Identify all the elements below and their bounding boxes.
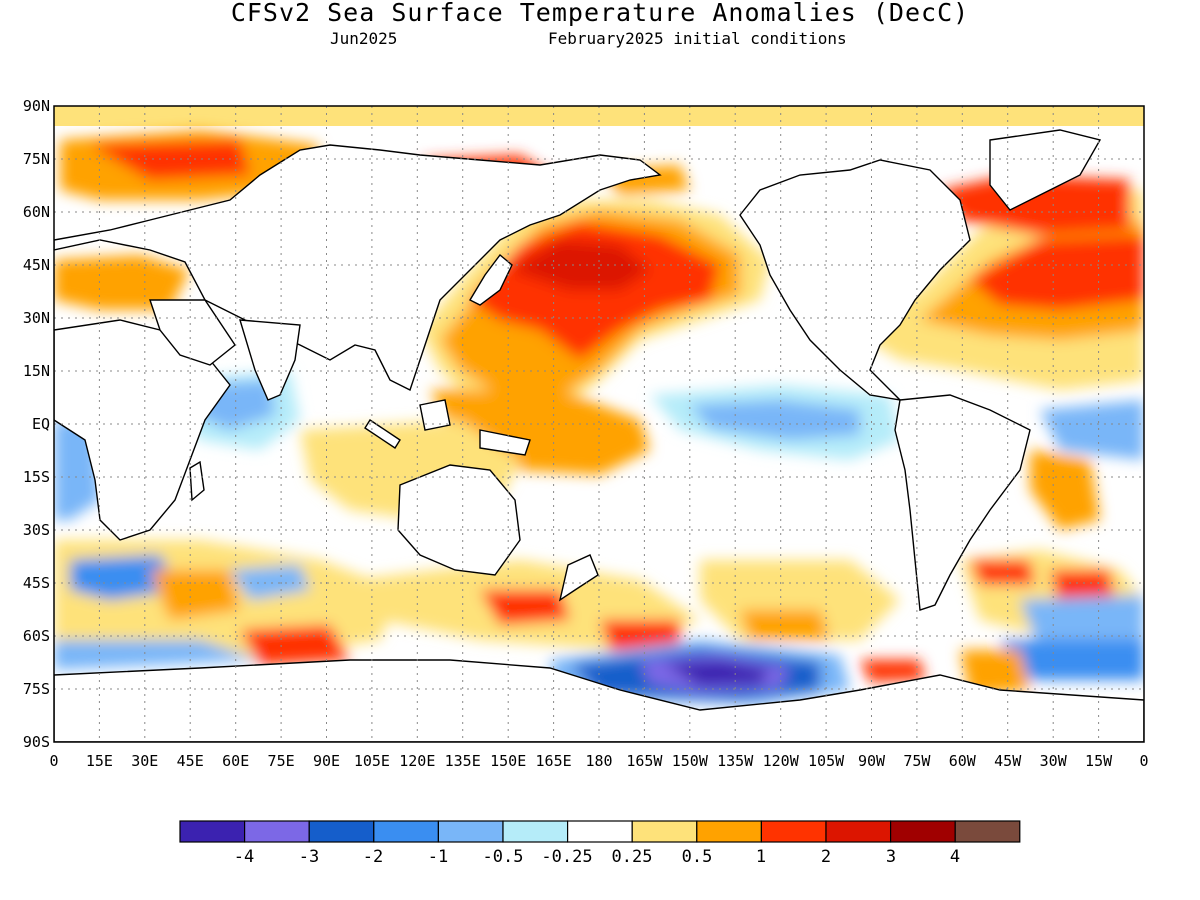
south-america — [894, 394, 1031, 611]
colorbar-label: 3 — [886, 847, 896, 867]
arabia — [149, 299, 236, 366]
colorbar-label: 0.5 — [682, 847, 713, 867]
lat-label: 15N — [23, 362, 50, 380]
lon-label: 60W — [949, 752, 977, 770]
madagascar — [189, 460, 205, 502]
lat-label: 30S — [23, 521, 50, 539]
colorbar-swatch — [437, 820, 504, 843]
colorbar-label: 4 — [950, 847, 960, 867]
greenland — [989, 129, 1102, 211]
colorbar-swatch — [566, 820, 633, 843]
north-america — [739, 159, 971, 402]
lon-label: 150W — [672, 752, 709, 770]
initial-conditions: February2025 initial conditions — [548, 29, 847, 48]
colorbar-swatch — [696, 820, 762, 843]
japan — [469, 253, 513, 306]
colorbar-swatch — [373, 820, 439, 843]
colorbar-label: 2 — [821, 847, 831, 867]
lon-label: 45W — [994, 752, 1022, 770]
colorbar-label: 1 — [756, 847, 766, 867]
lon-label: 180 — [585, 752, 612, 770]
colorbar-swatch — [760, 820, 827, 843]
map-frame — [53, 105, 1145, 743]
colorbar-swatch — [954, 820, 1021, 843]
new-guinea — [479, 429, 531, 456]
colorbar-label: -4 — [234, 847, 254, 867]
lon-label: 105W — [808, 752, 845, 770]
anomaly-field — [54, 106, 1144, 742]
colorbar-label: -2 — [363, 847, 383, 867]
lon-label: 165W — [626, 752, 663, 770]
lat-label: 75S — [23, 680, 50, 698]
colorbar — [179, 820, 1021, 843]
india — [239, 319, 301, 401]
graticule — [54, 106, 1144, 742]
lon-label: 75E — [268, 752, 295, 770]
colorbar-label: -3 — [299, 847, 319, 867]
lon-label: 105E — [354, 752, 390, 770]
lat-label: 90N — [23, 97, 50, 115]
forecast-month: Jun2025 — [330, 29, 398, 48]
longitude-labels: 0 15E 30E 45E 60E 75E 90E 105E 120E 135E… — [49, 752, 1148, 770]
lon-label: 60E — [222, 752, 249, 770]
lat-label: 60N — [23, 203, 50, 221]
colorbar-label: 0.25 — [612, 847, 653, 867]
lon-label: 15E — [86, 752, 113, 770]
lat-label: EQ — [32, 415, 50, 433]
lon-label: 165E — [536, 752, 572, 770]
colorbar-label: -0.5 — [483, 847, 524, 867]
lon-label: 90E — [313, 752, 340, 770]
lon-label: 90W — [858, 752, 886, 770]
sumatra — [364, 419, 401, 449]
colorbar-label: -0.25 — [541, 847, 592, 867]
colorbar-swatch — [308, 820, 375, 843]
lon-label: 30W — [1040, 752, 1068, 770]
colorbar-swatch — [631, 820, 698, 843]
lat-label: 90S — [23, 733, 50, 751]
lon-label: 75W — [903, 752, 931, 770]
map-title: CFSv2 Sea Surface Temperature Anomalies … — [230, 0, 970, 27]
colorbar-swatch — [179, 820, 246, 843]
lon-label: 0 — [49, 752, 58, 770]
lon-label: 120E — [399, 752, 435, 770]
latitude-labels: 90N 75N 60N 45N 30N 15N EQ 15S 30S 45S 6… — [23, 97, 50, 751]
eurasia — [54, 144, 662, 391]
australia — [397, 464, 521, 576]
lon-label: 0 — [1139, 752, 1148, 770]
lat-label: 30N — [23, 309, 50, 327]
colorbar-swatch — [502, 820, 569, 843]
colorbar-label: -1 — [428, 847, 448, 867]
arctic-cap — [54, 106, 1144, 126]
borneo — [419, 399, 451, 431]
lon-label: 150E — [490, 752, 526, 770]
lat-label: 45N — [23, 256, 50, 274]
lat-label: 60S — [23, 627, 50, 645]
lat-label: 75N — [23, 150, 50, 168]
lon-label: 45E — [177, 752, 204, 770]
lon-label: 120W — [763, 752, 800, 770]
lat-label: 45S — [23, 574, 50, 592]
colorbar-labels: -4 -3 -2 -1 -0.5 -0.25 0.25 0.5 1 2 3 4 — [234, 847, 960, 867]
lat-label: 15S — [23, 468, 50, 486]
colorbar-swatch — [825, 820, 892, 843]
lon-label: 135W — [717, 752, 754, 770]
lon-label: 135E — [445, 752, 481, 770]
colorbar-swatch — [889, 820, 956, 843]
lon-label: 30E — [131, 752, 158, 770]
lon-label: 15W — [1085, 752, 1113, 770]
colorbar-swatch — [244, 820, 310, 843]
